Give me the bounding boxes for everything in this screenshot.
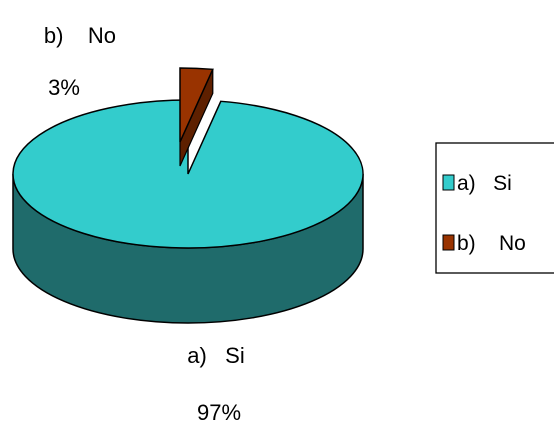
pie-slice-si	[12, 99, 364, 249]
legend-label-no: b) No	[457, 232, 526, 255]
slice-label-si-value: 97%	[197, 400, 241, 425]
legend-label-si: a) Si	[457, 172, 512, 195]
legend-swatch-si	[442, 174, 455, 191]
legend: a) Si b) No	[435, 142, 554, 274]
slice-label-no-value: 3%	[48, 75, 80, 100]
slice-label-no-name: b) No	[44, 23, 116, 48]
legend-swatch-no	[442, 234, 455, 251]
pie-slice-no	[179, 67, 214, 143]
pie-layer	[12, 67, 364, 324]
slice-label-si-name: a) Si	[187, 343, 244, 368]
legend-box	[435, 142, 554, 274]
